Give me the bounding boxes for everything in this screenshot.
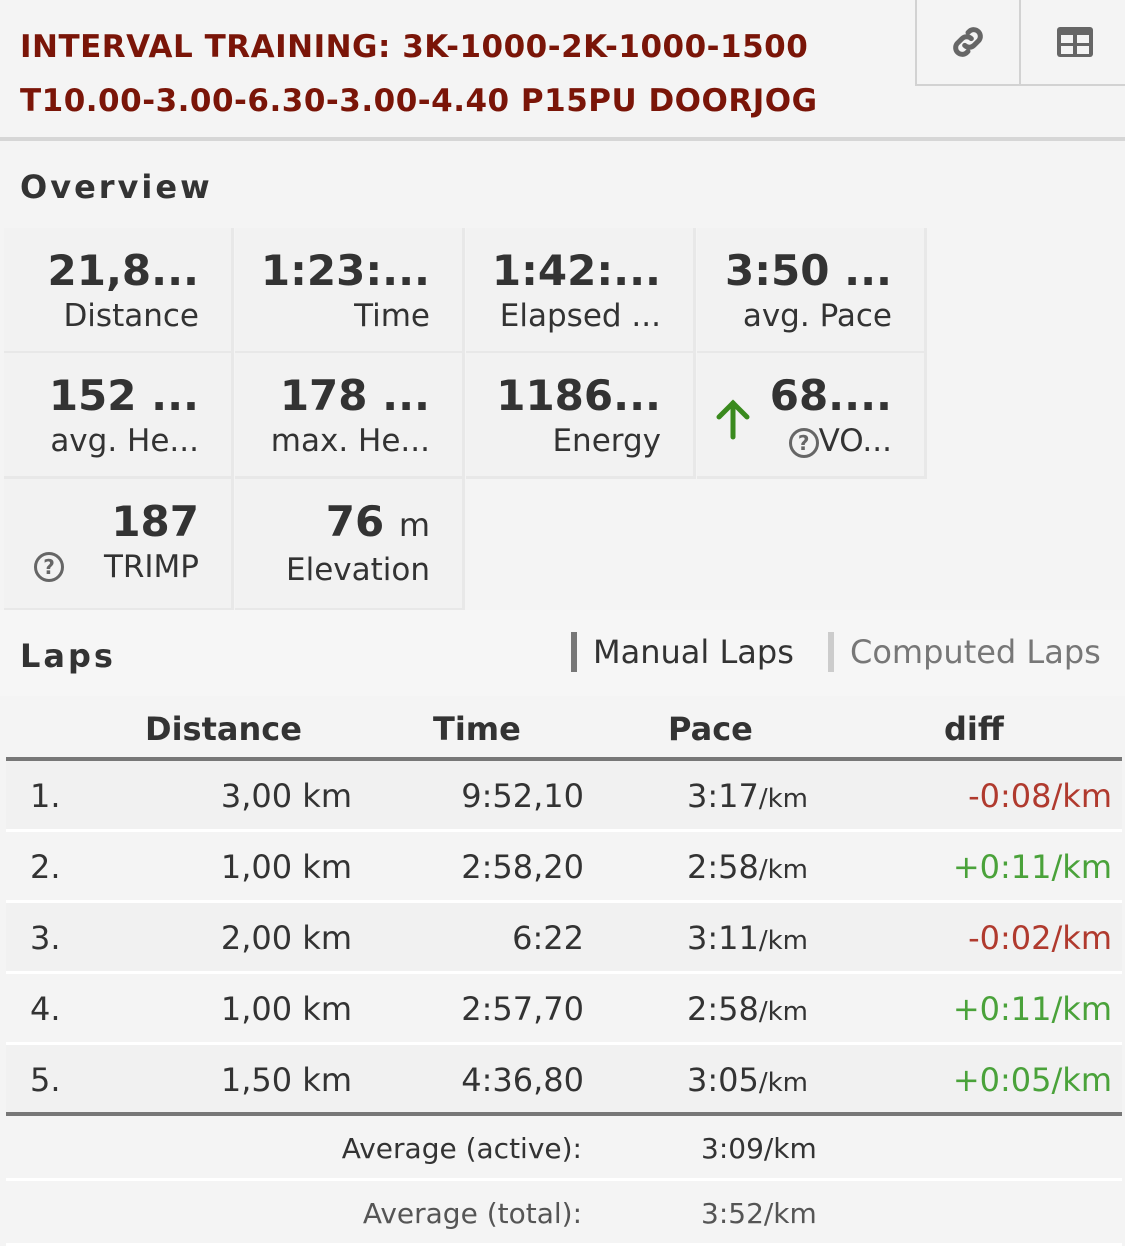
stat-value: 76 m bbox=[325, 497, 430, 546]
stat-7: 68....? VO... bbox=[697, 353, 927, 479]
table-row: 2. 1,00 km 2:58,20 2:58/km +0:11/km bbox=[6, 832, 1122, 903]
lap-diff: -0:02/km bbox=[968, 919, 1112, 957]
lap-time: 9:52,10 bbox=[461, 777, 584, 815]
lap-time: 2:57,70 bbox=[461, 990, 584, 1028]
table-footer-divider bbox=[6, 1112, 1122, 1116]
stat-label: ? VO... bbox=[697, 421, 892, 461]
lap-time: 2:58,20 bbox=[461, 848, 584, 886]
stat-1: 1:23:... Time bbox=[235, 228, 465, 354]
stat-4: 152 ... avg. He... bbox=[4, 353, 234, 479]
stat-value: 68.... bbox=[769, 371, 892, 420]
table-row: 4. 1,00 km 2:57,70 2:58/km +0:11/km bbox=[6, 974, 1122, 1045]
laps-heading: Laps bbox=[20, 637, 116, 675]
lap-number: 2. bbox=[30, 848, 61, 886]
col-pace: Pace bbox=[668, 710, 753, 748]
col-distance: Distance bbox=[145, 710, 302, 748]
stat-label: Time bbox=[354, 298, 430, 334]
lap-diff: -0:08/km bbox=[968, 777, 1112, 815]
stat-value: 1:42:... bbox=[491, 246, 661, 295]
stat-label: max. He... bbox=[270, 423, 430, 459]
stat-value: 187 bbox=[111, 497, 199, 546]
lap-time: 4:36,80 bbox=[461, 1061, 584, 1099]
lap-diff: +0:05/km bbox=[952, 1061, 1112, 1099]
stat-label: Elapsed ... bbox=[499, 298, 661, 334]
help-icon[interactable]: ? bbox=[34, 552, 64, 582]
divider bbox=[0, 137, 1125, 141]
stat-label: Elevation bbox=[286, 552, 430, 588]
lap-diff: +0:11/km bbox=[952, 990, 1112, 1028]
col-time: Time bbox=[433, 710, 521, 748]
table-view-button[interactable] bbox=[1019, 0, 1125, 86]
stat-label: Energy bbox=[552, 423, 661, 459]
table-icon bbox=[1057, 27, 1093, 57]
stat-8: 187? TRIMP bbox=[4, 479, 234, 611]
arrow-up-icon bbox=[716, 399, 750, 440]
stat-value: 1:23:... bbox=[260, 246, 430, 295]
stat-0: 21,8... Distance bbox=[4, 228, 234, 354]
lap-number: 3. bbox=[30, 919, 61, 957]
stat-6: 1186... Energy bbox=[466, 353, 696, 479]
lap-distance: 1,00 km bbox=[220, 990, 352, 1028]
col-diff: diff bbox=[944, 710, 1004, 748]
lap-pace: 2:58/km bbox=[687, 848, 809, 886]
table-row: 3. 2,00 km 6:22 3:11/km -0:02/km bbox=[6, 903, 1122, 974]
stat-value: 21,8... bbox=[47, 246, 200, 295]
lap-number: 5. bbox=[30, 1061, 61, 1099]
laps-header bbox=[0, 610, 1125, 696]
activity-title: INTERVAL TRAINING: 3K-1000-2K-1000-1500 … bbox=[20, 29, 818, 119]
stat-value: 1186... bbox=[496, 371, 661, 420]
stat-value: 152 ... bbox=[48, 371, 199, 420]
lap-distance: 2,00 km bbox=[220, 919, 352, 957]
lap-distance: 1,00 km bbox=[220, 848, 352, 886]
lap-pace: 3:17/km bbox=[687, 777, 809, 815]
lap-pace: 3:05/km bbox=[687, 1061, 809, 1099]
lap-pace: 2:58/km bbox=[687, 990, 809, 1028]
stat-2: 1:42:... Elapsed ... bbox=[466, 228, 696, 354]
lap-pace: 3:11/km bbox=[687, 919, 809, 957]
tab-manual-laps[interactable]: Manual Laps bbox=[571, 632, 794, 672]
lap-distance: 3,00 km bbox=[220, 777, 352, 815]
lap-diff: +0:11/km bbox=[952, 848, 1112, 886]
stat-3: 3:50 ... avg. Pace bbox=[697, 228, 927, 354]
lap-number: 4. bbox=[30, 990, 61, 1028]
lap-number: 1. bbox=[30, 777, 61, 815]
stat-value: 3:50 ... bbox=[725, 246, 892, 295]
table-header-divider bbox=[6, 757, 1122, 761]
link-icon bbox=[953, 27, 983, 57]
link-button[interactable] bbox=[915, 0, 1019, 86]
stat-label: avg. Pace bbox=[742, 298, 892, 334]
table-row: 1. 3,00 km 9:52,10 3:17/km -0:08/km bbox=[6, 761, 1122, 832]
table-row: 5. 1,50 km 4:36,80 3:05/km +0:05/km bbox=[6, 1045, 1122, 1116]
stat-9: 76 m Elevation bbox=[235, 479, 465, 611]
average-total-row: Average (total): 3:52/km bbox=[6, 1181, 1122, 1246]
average-active-row: Average (active): 3:09/km bbox=[6, 1116, 1122, 1181]
stat-label: ? TRIMP bbox=[4, 547, 199, 587]
stat-label: avg. He... bbox=[50, 423, 199, 459]
lap-time: 6:22 bbox=[512, 919, 584, 957]
help-icon[interactable]: ? bbox=[788, 427, 819, 458]
tab-computed-laps[interactable]: Computed Laps bbox=[828, 632, 1101, 672]
overview-heading: Overview bbox=[20, 168, 213, 206]
stat-label: Distance bbox=[63, 298, 199, 334]
stat-value: 178 ... bbox=[279, 371, 430, 420]
stat-5: 178 ... max. He... bbox=[235, 353, 465, 479]
lap-distance: 1,50 km bbox=[220, 1061, 352, 1099]
